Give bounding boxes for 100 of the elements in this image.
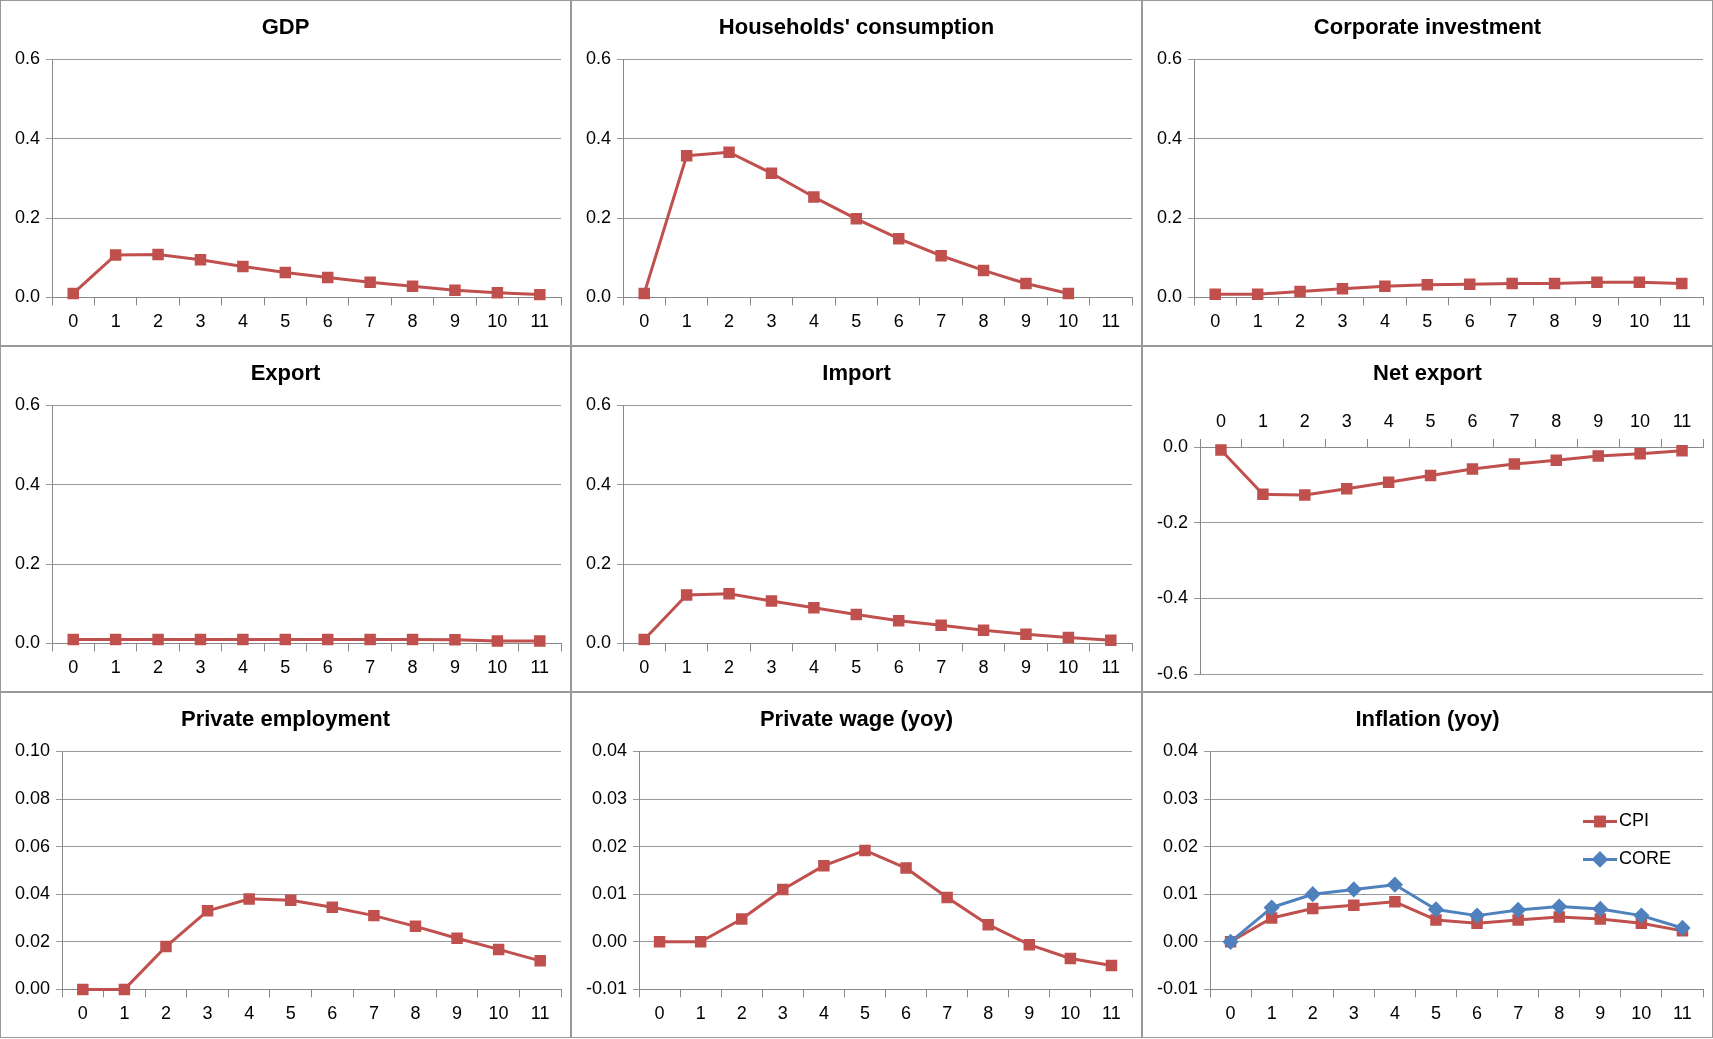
- x-tick-label: 3: [766, 311, 777, 332]
- y-tick-label: 0.4: [14, 473, 41, 494]
- x-tick-label: 2: [160, 1003, 171, 1024]
- y-tick-label: 0.2: [14, 553, 41, 574]
- x-tick-label: 4: [1383, 411, 1394, 432]
- x-tick-label: 4: [237, 657, 248, 678]
- x-tick-label: 10: [1058, 311, 1079, 332]
- x-tick-label: 4: [808, 657, 819, 678]
- x-tick-label: 1: [110, 311, 121, 332]
- x-tick-label: 1: [119, 1003, 130, 1024]
- y-tick-label: 0.01: [1162, 883, 1199, 904]
- x-tick-label: 0: [1225, 1003, 1236, 1024]
- y-tick-label: 0.08: [14, 787, 51, 808]
- x-tick-label: 0: [639, 311, 650, 332]
- x-tick-label: 4: [818, 1003, 829, 1024]
- y-tick-label: 0.01: [591, 883, 628, 904]
- x-tick-label: 8: [1551, 411, 1562, 432]
- chart-title: Corporate investment: [1313, 14, 1542, 40]
- x-tick-label: 10: [1629, 311, 1650, 332]
- x-tick-label: 6: [327, 1003, 338, 1024]
- x-tick-label: 9: [449, 311, 460, 332]
- x-tick-label: 11: [1102, 1003, 1121, 1024]
- y-tick-label: 0.0: [14, 286, 41, 307]
- x-tick-label: 10: [487, 657, 508, 678]
- x-tick-label: 11: [530, 1003, 550, 1024]
- x-tick-label: 10: [1058, 657, 1079, 678]
- y-tick-label: 0.6: [1156, 48, 1183, 69]
- x-tick-label: 1: [110, 657, 121, 678]
- y-tick-label: 0.00: [1162, 930, 1199, 951]
- chart-title: Net export: [1373, 360, 1483, 386]
- x-tick-label: 1: [1257, 411, 1268, 432]
- x-tick-label: 0: [68, 657, 79, 678]
- x-tick-label: 7: [936, 657, 947, 678]
- x-tick-label: 3: [202, 1003, 213, 1024]
- chart-title: Private wage (yoy): [759, 706, 954, 732]
- x-tick-label: 11: [1101, 311, 1121, 332]
- x-tick-label: 11: [1673, 1003, 1692, 1024]
- x-tick-label: 11: [530, 311, 550, 332]
- x-tick-label: 7: [942, 1003, 953, 1024]
- y-tick-label: 0.6: [14, 394, 41, 415]
- x-tick-label: 4: [808, 311, 819, 332]
- y-tick-label: -0.6: [1156, 663, 1189, 684]
- y-tick-label: 0.02: [591, 835, 628, 856]
- chart-title: Households' consumption: [718, 14, 995, 40]
- x-tick-label: 6: [901, 1003, 912, 1024]
- y-tick-label: 0.0: [585, 632, 612, 653]
- x-tick-label: 7: [1513, 1003, 1524, 1024]
- x-tick-label: 1: [1266, 1003, 1277, 1024]
- chart-title: Export: [250, 360, 321, 386]
- x-tick-label: 6: [1472, 1003, 1483, 1024]
- x-tick-label: 3: [777, 1003, 788, 1024]
- x-tick-label: 11: [1672, 411, 1692, 432]
- x-tick-label: 0: [654, 1003, 665, 1024]
- x-tick-label: 5: [285, 1003, 296, 1024]
- x-tick-label: 10: [488, 1003, 509, 1024]
- x-tick-label: 9: [449, 657, 460, 678]
- x-tick-label: 2: [1307, 1003, 1318, 1024]
- x-tick-label: 0: [1210, 311, 1221, 332]
- x-tick-label: 7: [365, 311, 376, 332]
- x-tick-label: 3: [1348, 1003, 1359, 1024]
- y-tick-label: 0.00: [14, 978, 51, 999]
- y-tick-label: 0.2: [14, 207, 41, 228]
- y-tick-label: 0.06: [14, 835, 51, 856]
- x-tick-label: 8: [407, 311, 418, 332]
- chart-title: Inflation (yoy): [1355, 706, 1500, 732]
- x-tick-label: 4: [237, 311, 248, 332]
- x-tick-label: 4: [1379, 311, 1390, 332]
- y-tick-label: 0.0: [1162, 435, 1189, 456]
- chart-title: GDP: [261, 14, 310, 40]
- x-tick-label: 10: [1631, 1003, 1652, 1024]
- x-tick-label: 0: [639, 657, 650, 678]
- chart-title: Import: [822, 360, 892, 386]
- y-tick-label: 0.04: [591, 740, 628, 761]
- x-tick-label: 10: [1630, 411, 1651, 432]
- x-tick-label: 5: [851, 311, 862, 332]
- x-tick-label: 0: [68, 311, 79, 332]
- x-tick-label: 6: [1464, 311, 1475, 332]
- legend-label: CORE: [1619, 848, 1672, 869]
- x-tick-label: 7: [368, 1003, 379, 1024]
- x-tick-label: 8: [978, 311, 989, 332]
- y-tick-label: 0.02: [14, 930, 51, 951]
- x-tick-label: 10: [1060, 1003, 1081, 1024]
- x-tick-label: 5: [1430, 1003, 1441, 1024]
- y-tick-label: -0.2: [1156, 511, 1189, 532]
- y-tick-label: 0.03: [1162, 787, 1199, 808]
- x-tick-label: 0: [77, 1003, 88, 1024]
- y-tick-label: 0.4: [1156, 127, 1183, 148]
- x-tick-label: 11: [1101, 657, 1121, 678]
- y-tick-label: 0.04: [1162, 740, 1199, 761]
- x-tick-label: 1: [695, 1003, 706, 1024]
- x-tick-label: 11: [1672, 311, 1692, 332]
- y-tick-label: -0.01: [586, 978, 628, 999]
- x-tick-label: 9: [1593, 411, 1604, 432]
- x-tick-label: 8: [1554, 1003, 1565, 1024]
- x-tick-label: 7: [1507, 311, 1518, 332]
- x-tick-label: 1: [1252, 311, 1263, 332]
- x-tick-label: 1: [681, 311, 692, 332]
- x-tick-label: 4: [244, 1003, 255, 1024]
- x-tick-label: 8: [983, 1003, 994, 1024]
- x-tick-label: 6: [1467, 411, 1478, 432]
